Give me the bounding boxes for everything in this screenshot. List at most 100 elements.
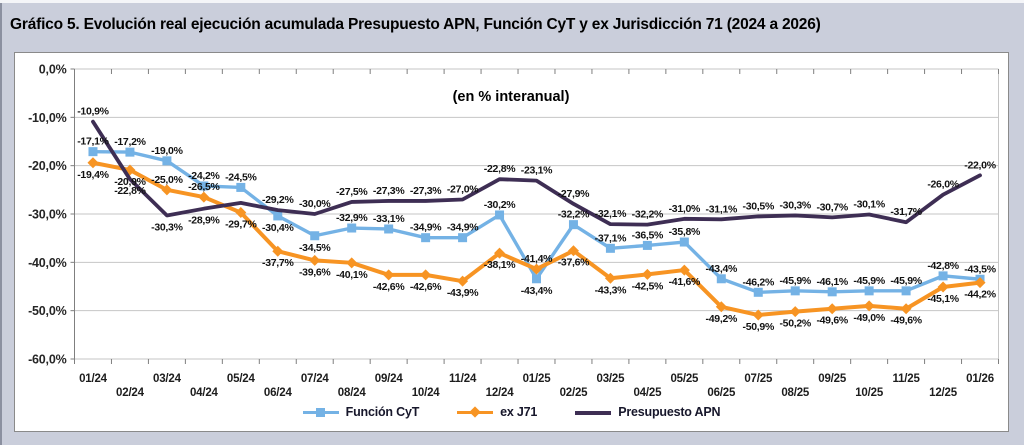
x-axis-label: 02/25 [560,387,589,399]
x-axis-label: 06/25 [707,387,736,399]
legend-label-funcion-cyt: Función CyT [345,405,420,419]
data-label: -49,6% [816,315,848,327]
marker-square [864,286,874,296]
marker-diamond [826,303,838,315]
data-label: -24,2% [188,170,220,182]
marker-square [790,286,800,296]
data-label: -43,5% [964,263,996,275]
x-axis-label: 10/25 [855,387,884,399]
data-label: -30,1% [853,198,885,210]
data-label: -43,3% [595,284,627,296]
data-label: -28,9% [188,215,220,227]
marker-square [125,147,135,157]
marker-square [458,233,468,243]
y-axis-label: -50,0% [28,304,66,318]
data-label: -43,4% [521,285,553,297]
x-axis-label: 11/25 [893,373,921,385]
data-label: -44,2% [964,289,996,301]
marker-square [384,224,394,234]
data-label: -45,1% [927,293,959,305]
data-label: -39,6% [299,266,331,278]
data-label: -45,9% [890,275,922,287]
marker-diamond [974,277,986,289]
marker-diamond [198,191,210,203]
data-label: -19,4% [77,169,109,181]
data-label: -27,3% [373,185,405,197]
x-axis-label: 08/25 [781,387,810,399]
data-label: -32,9% [336,212,368,224]
data-label: -37,1% [595,232,627,244]
window-left-edge [0,3,2,445]
x-axis-label: 09/24 [375,373,404,385]
marker-square [495,210,505,220]
data-label: -22,8% [484,163,516,175]
data-label: -30,5% [743,200,775,212]
chart-title: Gráfico 5. Evolución real ejecución acum… [10,16,821,33]
data-label: -27,9% [558,188,590,200]
data-label: -43,4% [706,263,738,275]
marker-square [162,156,172,166]
marker-square [421,233,431,243]
marker-square [716,274,726,284]
x-axis-label: 01/25 [523,373,552,385]
data-label: -10,9% [77,106,109,118]
chart-annotation: (en % interanual) [452,89,570,105]
data-label: -30,4% [262,222,294,234]
marker-square [679,237,689,247]
data-label: -38,1% [484,259,516,271]
data-label: -32,2% [632,209,664,221]
data-label: -34,9% [410,222,442,234]
data-label: -40,1% [336,269,368,281]
data-label: -36,5% [632,229,664,241]
marker-square [199,181,209,191]
data-label: -37,7% [262,257,294,269]
data-label: -31,0% [669,203,701,215]
data-label: -27,5% [336,186,368,198]
marker-square [938,271,948,281]
legend-marker-square-icon [302,406,339,419]
chart-plot-area: 0,0% -10,0% -20,0% -30,0% -40,0% -50,0% -60,0%… [28,63,999,399]
data-label: -46,1% [816,276,848,288]
marker-diamond [494,247,506,259]
marker-square [753,287,763,297]
data-label: -23,1% [521,165,553,177]
x-axis-label: 12/25 [929,387,958,399]
marker-diamond [309,254,321,266]
data-label: -27,0% [447,184,479,196]
data-label: -42,8% [927,260,959,272]
data-label: -35,8% [669,226,701,238]
marker-square [642,240,652,250]
legend-marker-diamond-icon [457,406,494,419]
y-axis-label: -40,0% [28,256,66,270]
data-label: -30,7% [816,201,848,213]
data-label: -50,9% [743,321,775,333]
data-label: -33,1% [373,213,405,225]
legend-item-funcion-cyt: Función CyT [302,405,420,419]
legend-item-presupuesto-apn: Presupuesto APN [575,405,721,419]
data-label: -19,0% [151,145,183,157]
data-label: -46,2% [743,276,775,288]
data-label: -31,7% [890,206,922,218]
marker-diamond [900,303,912,315]
data-label: -45,9% [853,275,885,287]
marker-diamond [383,269,395,281]
legend-label-presupuesto-apn: Presupuesto APN [618,405,721,419]
marker-square [88,147,98,157]
chart-panel: 0,0% -10,0% -20,0% -30,0% -40,0% -50,0% -60,0%… [14,52,1009,432]
data-label: -34,5% [299,242,331,254]
marker-square [347,223,357,233]
marker-square [568,220,578,230]
data-label: -49,0% [853,312,885,324]
x-axis-label: 01/24 [79,373,108,385]
marker-diamond [678,264,690,276]
y-axis-label: 0,0% [39,63,67,77]
data-label: -30,0% [299,198,331,210]
x-axis-label: 08/24 [338,387,367,399]
marker-diamond [604,272,616,284]
y-axis-label: -20,0% [28,159,66,173]
x-axis-label: 06/24 [264,387,293,399]
marker-diamond [863,300,875,312]
marker-diamond [161,184,173,196]
data-label: -29,7% [225,219,257,231]
